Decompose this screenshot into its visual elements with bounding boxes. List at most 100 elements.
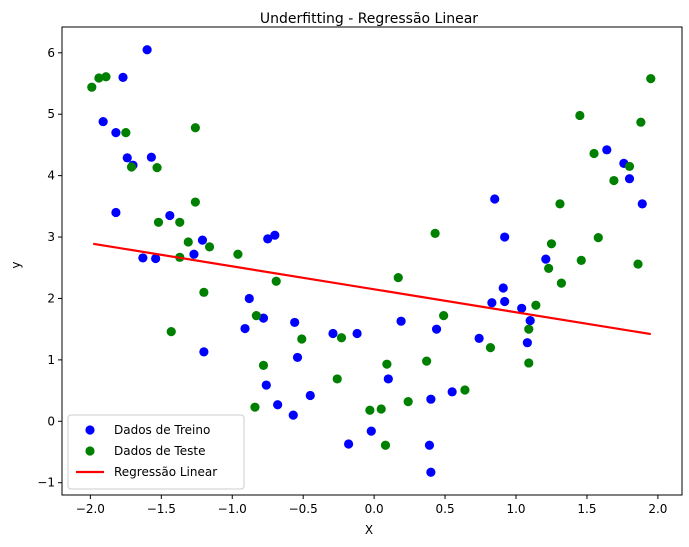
train-point xyxy=(366,426,376,436)
test-point xyxy=(199,287,209,297)
train-point xyxy=(602,145,612,155)
train-point xyxy=(151,253,161,264)
test-point xyxy=(233,249,243,259)
test-point xyxy=(297,334,307,344)
test-point xyxy=(646,73,656,84)
legend-marker xyxy=(85,425,95,435)
train-point xyxy=(240,323,250,334)
train-point xyxy=(273,400,283,410)
legend-marker xyxy=(85,446,95,456)
train-point xyxy=(447,387,457,397)
train-point xyxy=(111,128,121,138)
test-point xyxy=(183,237,193,247)
test-point xyxy=(593,233,603,243)
test-point xyxy=(393,272,403,283)
train-point xyxy=(474,333,484,343)
test-point xyxy=(636,117,646,127)
test-point xyxy=(365,405,375,415)
y-tick-label: −1 xyxy=(37,476,55,490)
train-point xyxy=(189,249,199,259)
test-point xyxy=(153,217,164,227)
legend-label: Dados de Treino xyxy=(114,423,210,437)
test-point xyxy=(524,358,534,368)
train-point xyxy=(541,254,551,264)
test-point xyxy=(589,148,599,159)
train-point xyxy=(199,347,209,357)
x-tick-label: 2.0 xyxy=(648,502,667,516)
test-point xyxy=(439,311,449,321)
train-point xyxy=(142,45,152,55)
train-point xyxy=(122,153,132,163)
legend: Dados de Treino Dados de Teste Regressão L… xyxy=(67,414,245,490)
x-axis-label: X xyxy=(365,523,373,537)
test-point xyxy=(575,110,585,121)
test-point xyxy=(485,342,496,353)
train-point xyxy=(498,283,508,293)
test-point xyxy=(258,360,269,371)
train-point xyxy=(522,338,532,348)
train-point xyxy=(138,253,148,263)
test-point xyxy=(382,359,392,369)
train-point xyxy=(637,199,647,209)
train-point xyxy=(525,315,535,326)
train-point xyxy=(424,440,435,450)
train-point xyxy=(624,174,635,184)
train-point xyxy=(258,313,269,323)
series-layer xyxy=(87,45,656,477)
regression-line xyxy=(93,242,651,336)
test-point xyxy=(336,333,347,343)
x-tick-label: 0.0 xyxy=(365,502,384,516)
test-point xyxy=(380,440,391,450)
train-point xyxy=(118,72,128,82)
train-point xyxy=(270,230,280,240)
test-point xyxy=(633,259,643,269)
y-tick-label: 2 xyxy=(47,291,55,305)
test-point xyxy=(190,123,200,133)
x-tick-label: 1.0 xyxy=(506,502,525,516)
legend-label: Dados de Teste xyxy=(114,444,205,458)
train-point xyxy=(426,394,436,404)
y-tick-label: 4 xyxy=(47,169,55,183)
y-tick-label: 5 xyxy=(47,107,55,121)
plot-frame xyxy=(61,26,683,496)
test-point xyxy=(87,82,97,92)
train-point xyxy=(396,316,406,326)
test-point xyxy=(544,263,554,273)
train-point xyxy=(500,296,510,307)
test-point xyxy=(271,276,281,286)
test-point xyxy=(251,311,261,321)
y-tick-label: 3 xyxy=(47,230,55,244)
x-tick-label: 1.5 xyxy=(577,502,596,516)
test-point xyxy=(556,278,567,288)
train-point xyxy=(146,152,156,162)
x-tick-label: −1.5 xyxy=(147,502,176,516)
test-point xyxy=(94,73,104,83)
test-point xyxy=(376,404,386,414)
x-tick-label: 0.5 xyxy=(436,502,455,516)
train-point xyxy=(305,390,315,401)
train-point xyxy=(197,235,208,245)
x-tick-label: −2.0 xyxy=(76,502,105,516)
test-point xyxy=(624,161,635,172)
test-point xyxy=(555,199,565,209)
train-point xyxy=(288,410,298,420)
test-point xyxy=(190,197,200,207)
test-point xyxy=(332,374,342,384)
train-point xyxy=(487,298,497,308)
test-point xyxy=(576,255,586,265)
train-point xyxy=(500,232,510,242)
chart-title: Underfitting - Regressão Linear xyxy=(260,11,478,27)
test-point xyxy=(166,327,176,337)
test-point xyxy=(546,239,557,249)
test-point xyxy=(121,128,131,138)
x-tick-label: −0.5 xyxy=(289,502,318,516)
train-point xyxy=(490,194,500,204)
test-point xyxy=(126,162,137,172)
test-point xyxy=(524,324,534,334)
test-point xyxy=(403,397,413,407)
train-point xyxy=(244,293,254,304)
test-point xyxy=(430,228,440,238)
test-point xyxy=(175,217,185,227)
y-axis: −1 0 1 2 3 4 5 6 xyxy=(37,46,62,490)
